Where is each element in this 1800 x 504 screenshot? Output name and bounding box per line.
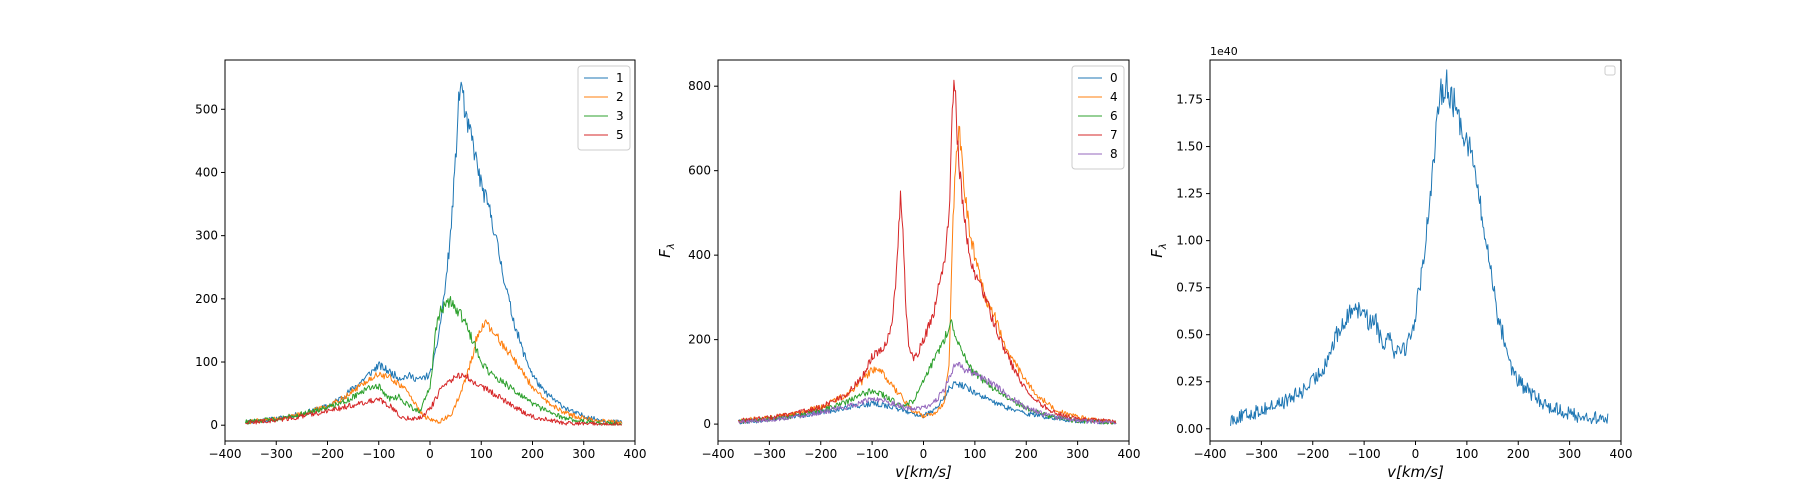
series-line-2 [245,319,623,425]
y-tick-label: 1.25 [1176,187,1203,201]
legend-box [1071,65,1125,170]
x-tick-label: −400 [1194,447,1227,461]
series-line-3-0 [1230,69,1609,426]
series-line-8 [738,361,1117,425]
axes-frame [1209,59,1622,442]
y-tick-label: 500 [195,102,218,116]
x-tick-label: 300 [572,447,595,461]
x-tick-label: −400 [209,447,242,461]
legend-entry-5: 5 [616,128,624,142]
x-tick-label: −300 [1245,447,1278,461]
x-tick-label: 0 [920,447,928,461]
series-line-4 [738,125,1117,425]
x-tick-label: −200 [1296,447,1329,461]
x-tick-label: −100 [362,447,395,461]
legend-entry-6: 6 [1110,109,1118,123]
axes-frame [717,59,1130,442]
y-tick-label: 200 [688,333,711,347]
y-tick-label: 0.50 [1176,328,1203,342]
y-tick-label: 400 [195,165,218,179]
y-tick-label: 400 [688,248,711,262]
y-tick-label: 0 [210,418,218,432]
legend [1604,65,1616,76]
x-tick-label: 100 [963,447,986,461]
series-line-1 [245,81,623,425]
legend-entry-0: 0 [1110,71,1118,85]
legend: 1 2 3 5 [577,65,631,151]
x-tick-label: 100 [1455,447,1478,461]
x-tick-label: 400 [1118,447,1141,461]
y-axis-label: Fλ [656,243,677,258]
legend-entry-4: 4 [1110,90,1118,104]
legend: 0 4 6 7 8 [1071,65,1125,170]
x-tick-label: 200 [1507,447,1530,461]
series-line-7 [738,79,1117,424]
series-line-3 [245,296,622,426]
x-tick-label: −300 [260,447,293,461]
x-tick-label: 0 [1412,447,1420,461]
y-tick-label: 600 [688,164,711,178]
y-tick-label: 0 [703,417,711,431]
y-tick-label: 0.25 [1176,375,1203,389]
x-tick-label: 200 [1015,447,1038,461]
y-tick-label: 200 [195,292,218,306]
offset-label: 1e40 [1210,45,1238,58]
x-tick-label: −100 [856,447,889,461]
legend-entry-8: 8 [1110,147,1118,161]
legend-entry-2: 2 [616,90,624,104]
legend-box [577,65,631,151]
series-line-6 [738,319,1117,425]
x-axis-label: v[km/s] [895,463,952,481]
y-tick-label: 100 [195,355,218,369]
y-tick-label: 0.75 [1176,281,1203,295]
y-axis-label: Fλ [1148,243,1169,258]
legend-entry-3: 3 [616,109,624,123]
y-tick-label: 0.00 [1176,422,1203,436]
x-axis-label: v[km/s] [1387,463,1444,481]
x-tick-label: −300 [753,447,786,461]
x-tick-label: 0 [426,447,434,461]
x-tick-label: 300 [1558,447,1581,461]
y-tick-label: 1.50 [1176,140,1203,154]
legend-entry-1: 1 [616,71,624,85]
legend-entry-7: 7 [1110,128,1118,142]
x-tick-label: −200 [311,447,344,461]
subplot-3: −400 −300 −200 −100 0 100 200 300 400 0.00 0.25 0.5… [1148,45,1632,481]
x-tick-label: −400 [702,447,735,461]
x-tick-label: 400 [624,447,647,461]
x-tick-label: 300 [1066,447,1089,461]
subplot-2: −400 −300 −200 −100 0 100 200 300 400 0 200 400 600 8… [656,59,1141,481]
x-tick-label: 100 [470,447,493,461]
series-line-5 [245,372,623,426]
x-tick-label: −100 [1348,447,1381,461]
y-tick-label: 300 [195,229,218,243]
x-tick-label: 400 [1610,447,1633,461]
subplot-1: −400 −300 −200 −100 0 100 200 300 400 0 100 200 300 4… [195,59,647,461]
y-tick-label: 1.75 [1176,93,1203,107]
y-tick-label: 800 [688,79,711,93]
y-tick-label: 1.00 [1176,234,1203,248]
x-tick-label: −200 [804,447,837,461]
legend-box-empty [1604,65,1616,76]
x-tick-label: 200 [521,447,544,461]
